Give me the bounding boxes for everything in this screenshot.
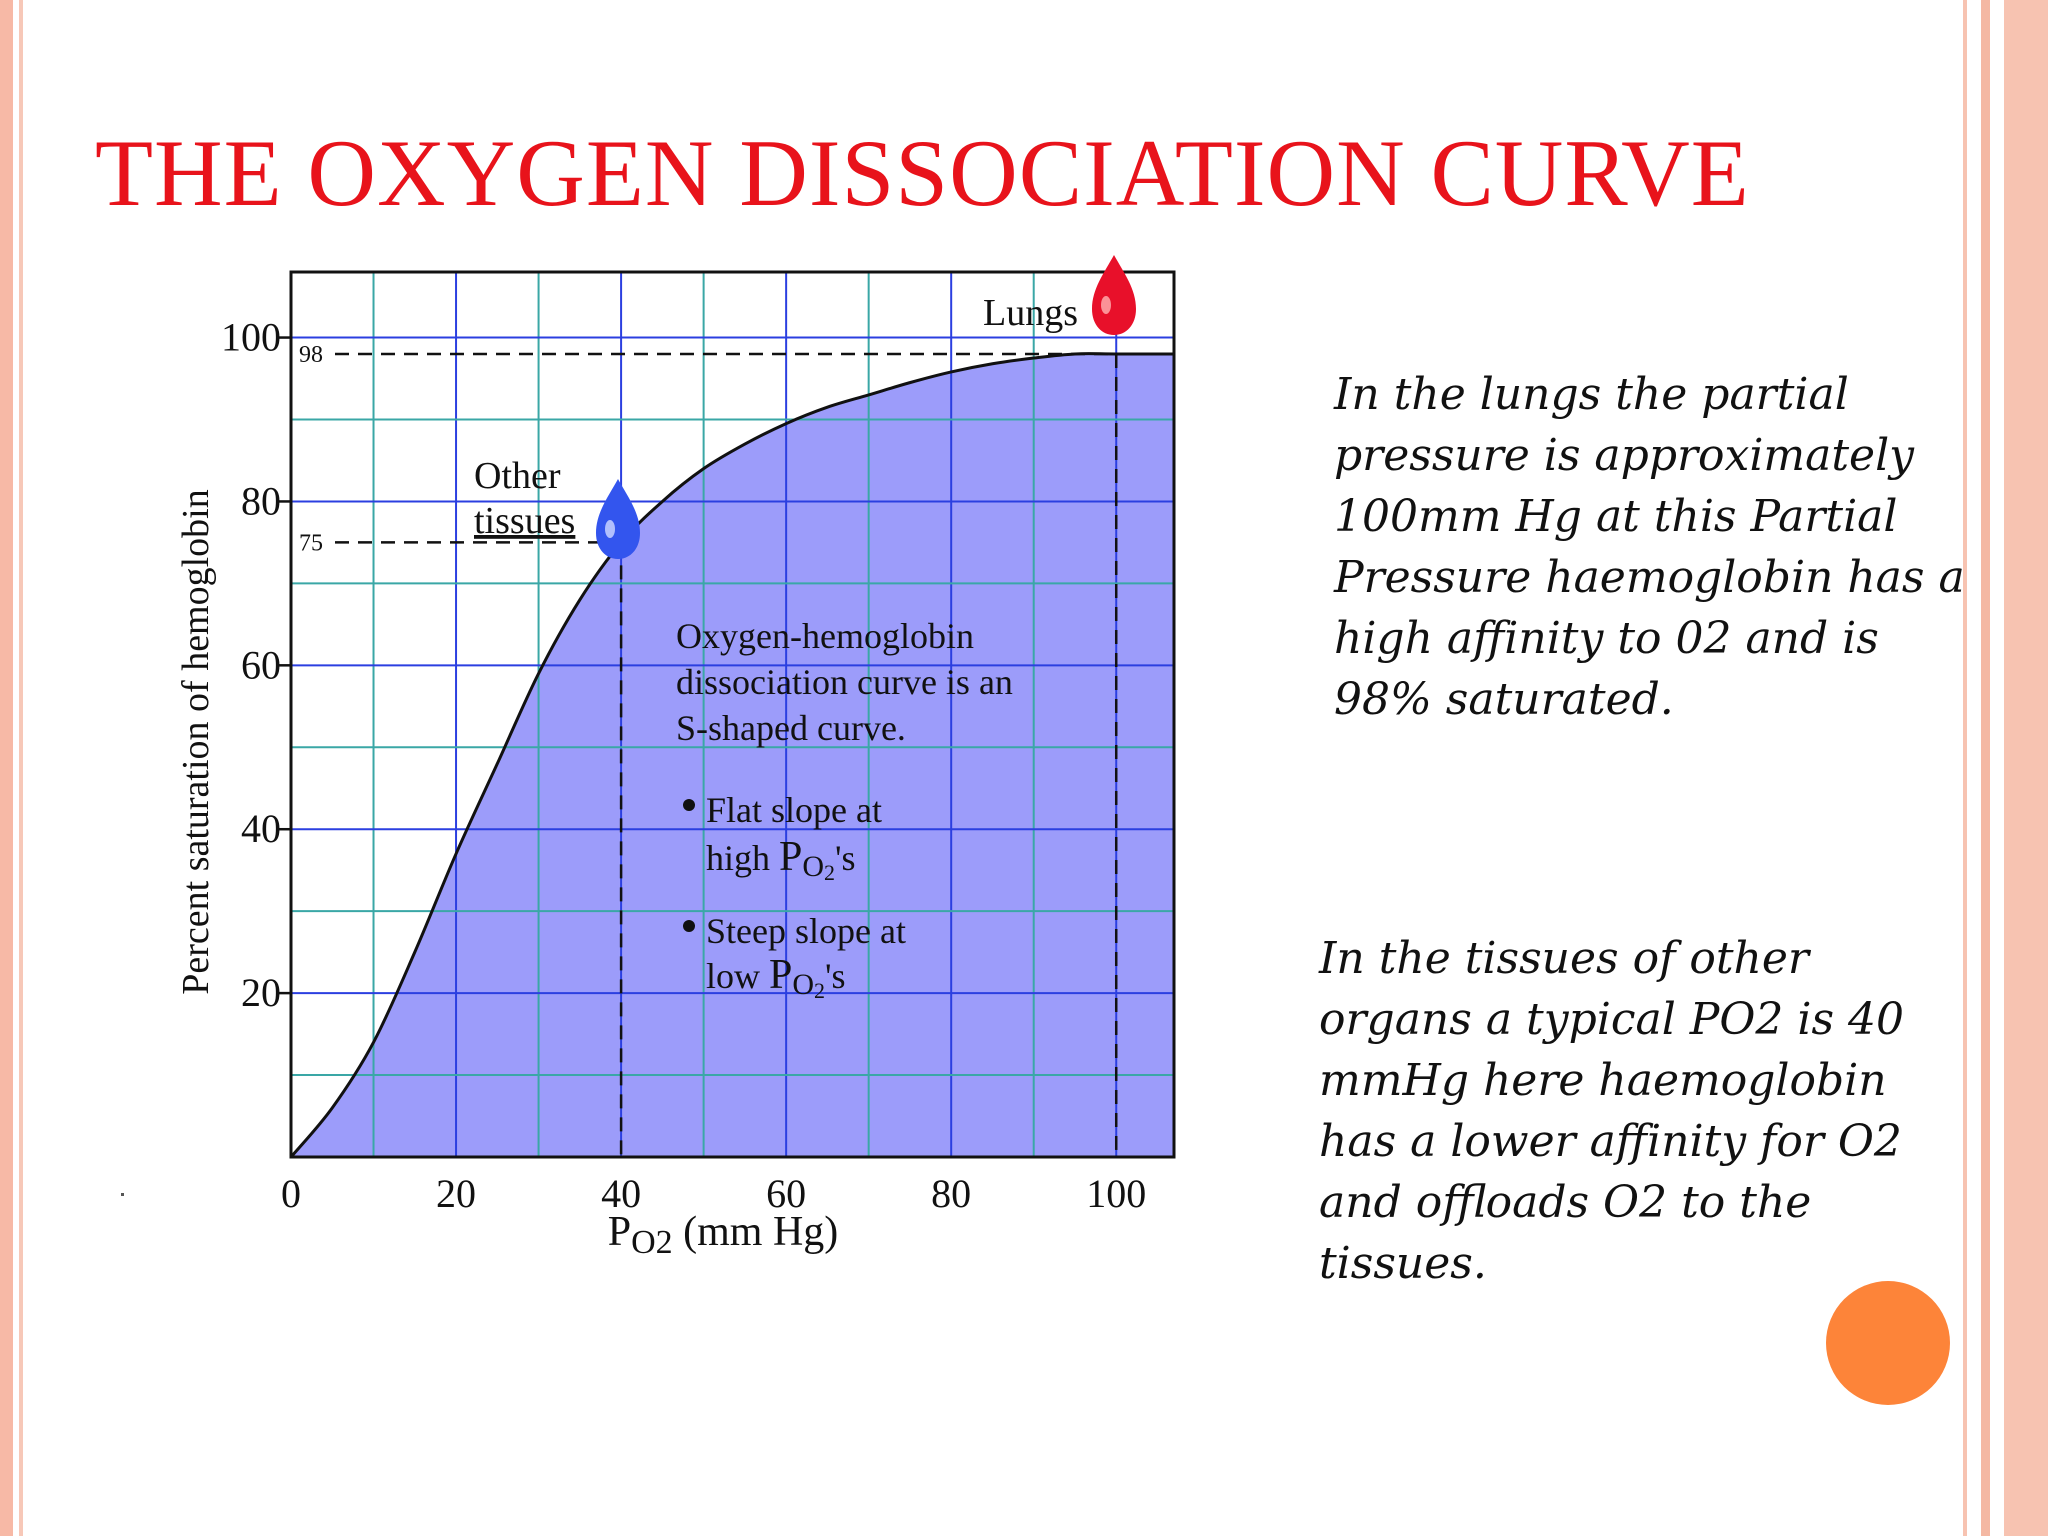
x-tick-label: 60: [766, 1171, 806, 1216]
y-tick-label: 80: [241, 478, 281, 523]
lungs-paragraph: In the lungs the partial pressure is app…: [1334, 369, 1965, 725]
other-tissues-label-1: Other: [474, 455, 561, 497]
bullet-1-line-1: Flat slope at: [706, 790, 882, 830]
slide-title: THE OXYGEN DISSOCIATION CURVE: [95, 120, 1750, 226]
x-tick-label: 80: [931, 1171, 971, 1216]
y-tick-label: 40: [241, 806, 281, 851]
other-tissues-label-2: tissues: [474, 500, 575, 542]
lungs-label: Lungs: [983, 292, 1078, 334]
tissues-paragraph: In the tissues of other organs a typical…: [1319, 933, 1905, 1289]
left-border-line: [19, 0, 23, 1536]
y-tick-label: 20: [241, 970, 281, 1015]
bullet-2-icon: [683, 920, 695, 932]
saturation-curve: [289, 352, 1174, 1158]
reference-label: 98: [299, 342, 323, 368]
curve-desc-3: S-shaped curve.: [676, 708, 906, 748]
plot-frame: [289, 270, 1176, 1159]
x-axis-label-unit: (mm Hg): [673, 1209, 839, 1255]
right-border-line: [1963, 0, 1967, 1536]
x-tick-label: 20: [436, 1171, 476, 1216]
y-tick-label: 60: [241, 642, 281, 687]
curve-desc-1: Oxygen-hemoglobin: [676, 616, 974, 656]
reference-label: 75: [299, 530, 323, 556]
right-border-stripe: [1981, 0, 1990, 1536]
y-axis-label: Percent saturation of hemoglobin: [175, 489, 217, 995]
right-border: [2004, 0, 2048, 1536]
bullet-1-icon: [683, 799, 695, 811]
axis-ticks: 0 20 40 60 80 100 20 40 60 80 100: [221, 315, 1146, 1216]
curve-desc-2: dissociation curve is an: [676, 662, 1013, 702]
chart-annotations: Lungs Other tissues Oxygen-hemoglobin di…: [474, 292, 1078, 1003]
bullet-2-line-1: Steep slope at: [706, 911, 906, 951]
bullet-2-line-2: low PO2's: [706, 952, 846, 1003]
x-tick-label: 100: [1086, 1171, 1146, 1216]
lungs-drop-icon: [1092, 255, 1136, 335]
x-axis-label: PO2 (mm Hg): [608, 1209, 839, 1261]
bullet-1-line-2: high PO2's: [706, 834, 856, 885]
x-axis-label-sub: O2: [631, 1224, 673, 1261]
x-tick-label: 0: [281, 1171, 301, 1216]
orange-circle-decoration: [1826, 1281, 1950, 1405]
saturation-area: [291, 353, 1174, 1157]
x-tick-label: 40: [601, 1171, 641, 1216]
tissues-drop-icon: [596, 479, 640, 559]
stray-dot: [121, 1193, 124, 1196]
reference-lines: 75 98: [299, 342, 1118, 1157]
left-border: [0, 0, 13, 1536]
y-tick-label: 100: [221, 315, 281, 360]
x-axis-label-p: P: [608, 1209, 631, 1255]
